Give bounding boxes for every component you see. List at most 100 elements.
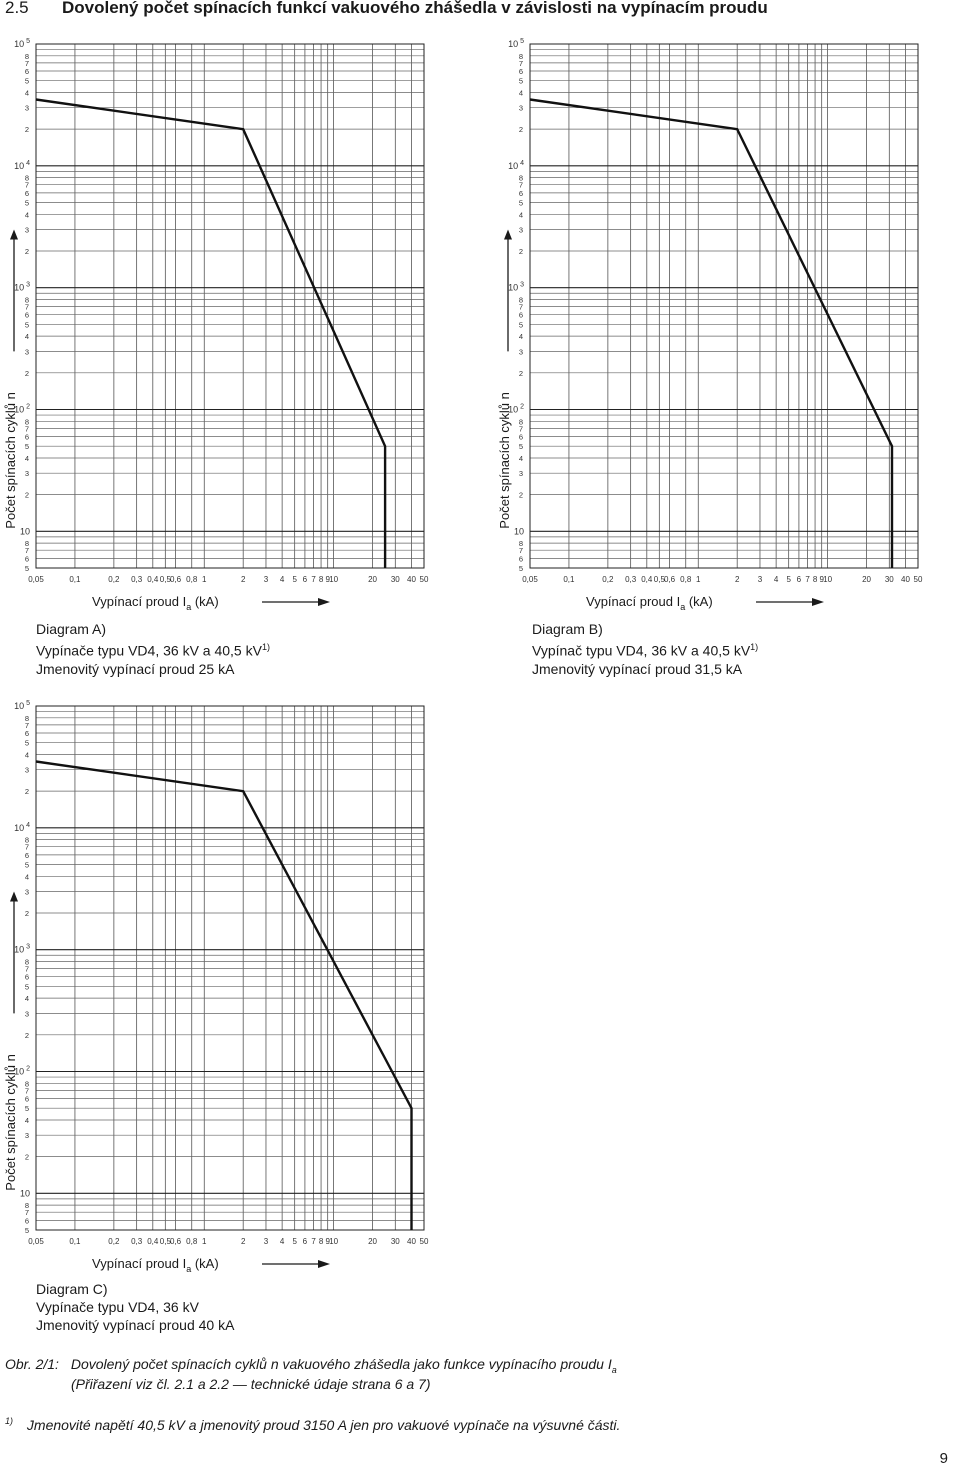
y-minor-label: 7 xyxy=(25,546,29,555)
x-tick-label: 2 xyxy=(735,575,740,584)
y-minor-label: 2 xyxy=(25,1031,29,1040)
x-tick-label: 40 xyxy=(407,575,416,584)
diagram-c-rated-current: Jmenovitý vypínací proud 40 kA xyxy=(36,1317,235,1333)
x-tick-label: 30 xyxy=(391,575,400,584)
plot-frame xyxy=(35,43,425,569)
y-decade-exponent: 2 xyxy=(26,1065,30,1072)
y-minor-label: 7 xyxy=(25,424,29,433)
y-minor-label: 5 xyxy=(519,320,523,329)
y-minor-label: 6 xyxy=(25,973,29,982)
x-tick-label: 1 xyxy=(696,575,701,584)
y-decade-label: 10 4 xyxy=(14,822,30,833)
y-minor-label: 3 xyxy=(25,888,29,897)
x-tick-label: 7 xyxy=(805,575,810,584)
diagram-b-footnote-mark: 1) xyxy=(750,642,759,652)
x-tick-label: 50 xyxy=(420,1237,429,1246)
y-minor-label: 2 xyxy=(25,125,29,134)
y-minor-label: 8 xyxy=(25,1079,29,1088)
y-minor-label: 8 xyxy=(25,417,29,426)
y-decade-exponent: 4 xyxy=(26,160,30,167)
y-minor-label: 7 xyxy=(519,181,523,190)
x-tick-label: 9 xyxy=(325,575,330,584)
y-minor-label: 5 xyxy=(25,320,29,329)
diagram-a-caption: Diagram A) Vypínače typu VD4, 36 kV a 40… xyxy=(36,620,270,678)
x-tick-label: 5 xyxy=(786,575,791,584)
x-tick-label: 0,05 xyxy=(522,575,538,584)
y-minor-label: 2 xyxy=(25,787,29,796)
y-minor-label: 4 xyxy=(519,332,523,341)
figure-caption-line2: (Přiřazení viz čl. 2.1 a 2.2 — technické… xyxy=(71,1376,431,1392)
y-minor-label: 5 xyxy=(519,199,523,208)
x-tick-label: 40 xyxy=(407,1237,416,1246)
x-tick-label: 7 xyxy=(311,575,316,584)
y-minor-label: 6 xyxy=(25,433,29,442)
y-decade-exponent: 3 xyxy=(26,944,30,951)
y-decade-exponent: 2 xyxy=(520,403,524,410)
y-minor-label: 5 xyxy=(25,199,29,208)
y-decade-label: 10 5 xyxy=(14,700,30,711)
y-minor-label: 3 xyxy=(25,469,29,478)
x-tick-label: 0,1 xyxy=(69,575,81,584)
y-minor-label: 8 xyxy=(519,417,523,426)
y-minor-label: 7 xyxy=(519,303,523,312)
section-title: Dovolený počet spínacích funkcí vakuovéh… xyxy=(62,0,768,17)
plot-frame xyxy=(529,43,919,569)
y-minor-label: 6 xyxy=(519,67,523,76)
y-minor-label: 6 xyxy=(25,189,29,198)
x-axis-unit: (kA) xyxy=(191,1256,218,1271)
footnote-text: Jmenovité napětí 40,5 kV a jmenovitý pro… xyxy=(26,1416,621,1433)
y-minor-label: 8 xyxy=(25,295,29,304)
y-minor-label: 7 xyxy=(25,721,29,730)
x-axis-unit: (kA) xyxy=(685,594,712,609)
section-number: 2.5 xyxy=(5,0,29,17)
y-decade-exponent: 4 xyxy=(520,160,524,167)
y-axis-label: Počet spínacích cyklů n xyxy=(3,392,18,529)
diagram-c-breaker-type: Vypínače typu VD4, 36 kV xyxy=(36,1299,199,1315)
y-decade-exponent: 5 xyxy=(520,38,524,45)
series-line xyxy=(35,98,387,568)
y-minor-label: 4 xyxy=(25,88,29,97)
x-tick-label: 0,3 xyxy=(625,575,637,584)
y-minor-label: 6 xyxy=(519,554,523,563)
diagram-b-title: Diagram B) xyxy=(532,621,603,637)
y-minor-label: 5 xyxy=(25,1104,29,1113)
y-decade-label: 10 2 xyxy=(14,1065,30,1076)
diagram-a-title: Diagram A) xyxy=(36,621,107,637)
y-minor-label: 5 xyxy=(25,77,29,86)
y-minor-label: 6 xyxy=(25,729,29,738)
x-tick-label: 8 xyxy=(813,575,818,584)
y-minor-label: 5 xyxy=(519,77,523,86)
x-tick-label: 0,6 xyxy=(170,1237,182,1246)
x-tick-label: 10 xyxy=(329,575,338,584)
y-minor-label: 3 xyxy=(519,469,523,478)
y-minor-label: 8 xyxy=(519,52,523,61)
y-minor-label: 3 xyxy=(519,226,523,235)
y-decade-exponent: 2 xyxy=(26,403,30,410)
y-minor-label: 5 xyxy=(25,564,29,573)
x-axis-symbol: I xyxy=(677,594,681,609)
figure-text: Dovolený počet spínacích cyklů n vakuové… xyxy=(70,1356,612,1372)
y-minor-label: 4 xyxy=(25,210,29,219)
x-tick-label: 0,4 xyxy=(641,575,653,584)
x-tick-label: 4 xyxy=(280,575,285,584)
y-minor-label: 7 xyxy=(519,424,523,433)
y-minor-label: 6 xyxy=(519,189,523,198)
x-tick-label: 8 xyxy=(319,575,324,584)
figure-text-sub: a xyxy=(611,1364,617,1375)
x-tick-label: 2 xyxy=(241,575,246,584)
y-minor-label: 2 xyxy=(519,247,523,256)
y-minor-label: 5 xyxy=(519,442,523,451)
y-minor-label: 6 xyxy=(25,1216,29,1225)
y-minor-label: 3 xyxy=(25,347,29,356)
y-minor-label: 7 xyxy=(25,1086,29,1095)
y-decade-label: 10 5 xyxy=(14,38,30,49)
y-minor-label: 3 xyxy=(25,1009,29,1018)
x-tick-label: 0,4 xyxy=(147,1237,159,1246)
x-tick-label: 0,4 xyxy=(147,575,159,584)
y-minor-label: 3 xyxy=(25,104,29,113)
diagram-b-caption: Diagram B) Vypínač typu VD4, 36 kV a 40,… xyxy=(532,620,758,678)
x-tick-label: 0,05 xyxy=(28,1237,44,1246)
y-minor-label: 4 xyxy=(519,88,523,97)
y-minor-label: 7 xyxy=(25,843,29,852)
y-minor-label: 4 xyxy=(25,872,29,881)
